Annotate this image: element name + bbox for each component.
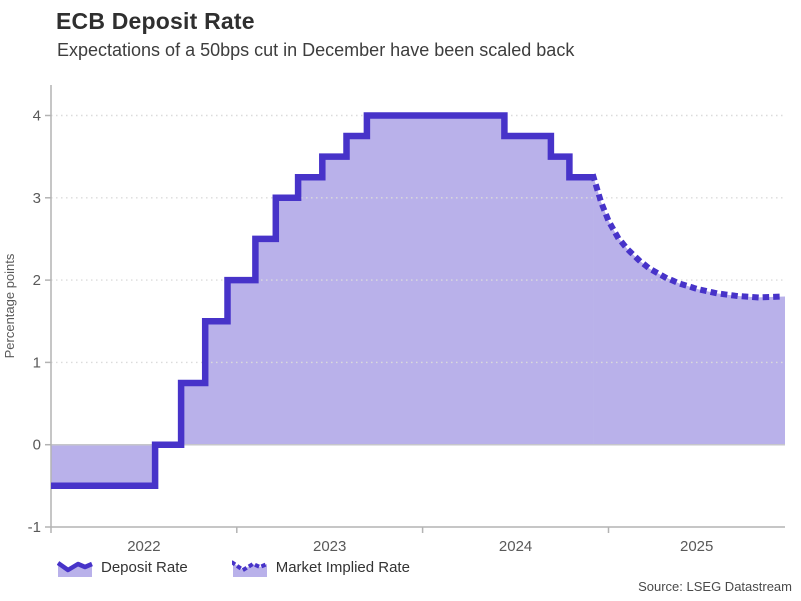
chart-title: ECB Deposit Rate xyxy=(56,8,255,34)
y-tick-label: 1 xyxy=(33,354,41,371)
x-tick-label: 2025 xyxy=(680,538,713,555)
x-tick-label: 2022 xyxy=(127,538,160,555)
legend-label-deposit-rate: Deposit Rate xyxy=(101,558,188,576)
legend-item-market-implied-rate: Market Implied Rate xyxy=(231,556,410,578)
chart-subtitle: Expectations of a 50bps cut in December … xyxy=(57,40,575,60)
y-axis-title: Percentage points xyxy=(2,253,17,358)
deposit-rate-swatch-icon xyxy=(57,561,93,577)
deposit-rate-area xyxy=(51,115,594,486)
source-attribution: Source: LSEG Datastream xyxy=(638,579,792,594)
legend-item-deposit-rate: Deposit Rate xyxy=(57,556,188,578)
y-tick-label: -1 xyxy=(28,519,41,536)
y-tick-label: 2 xyxy=(33,272,41,289)
y-tick-label: 0 xyxy=(33,437,41,454)
legend-label-market-implied-rate: Market Implied Rate xyxy=(275,558,410,576)
chart-legend: Deposit Rate Market Implied Rate xyxy=(57,556,410,578)
market-implied-rate-line xyxy=(589,173,789,301)
y-tick-label: 3 xyxy=(33,190,41,207)
deposit-rate-line xyxy=(51,112,594,490)
y-tick-label: 4 xyxy=(33,108,41,125)
x-tick-label: 2023 xyxy=(313,538,346,555)
market-implied-rate-area xyxy=(593,177,785,445)
x-tick-label: 2024 xyxy=(499,538,532,555)
market-implied-rate-swatch-icon xyxy=(231,560,268,577)
